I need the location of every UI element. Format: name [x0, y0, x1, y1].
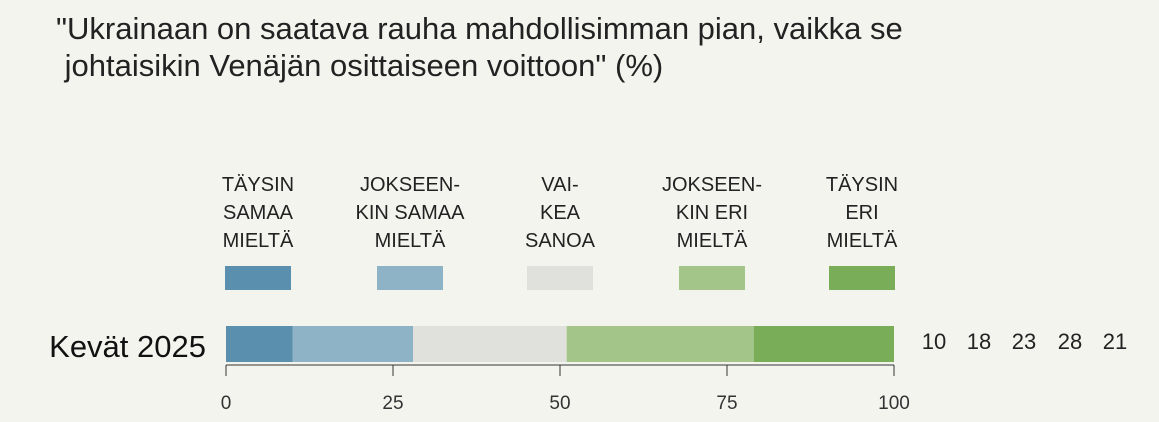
legend-label: JOKSEEN- [662, 174, 762, 196]
value-label: 23 [1012, 329, 1036, 354]
row-label-kevat-2025: Kevät 2025 [49, 329, 206, 364]
value-labels: 10 18 23 28 21 [922, 329, 1127, 354]
x-tick-label: 75 [716, 393, 737, 414]
legend-label: JOKSEEN- [360, 174, 460, 196]
legend-item-jokseen-kin-eri-mieltä: JOKSEEN- KIN ERI MIELTÄ [662, 174, 762, 290]
legend-swatch [377, 266, 443, 290]
legend-label: ERI [845, 202, 878, 224]
legend-label: MIELTÄ [677, 230, 748, 252]
legend-label: KEA [540, 202, 581, 224]
chart-title: "Ukrainaan on saatava rauha mahdollisimm… [56, 10, 903, 84]
legend-label: SANOA [525, 230, 596, 252]
legend-swatch [527, 266, 593, 290]
bar-segment-vai-kea-sanoa [413, 326, 567, 362]
legend-label: MIELTÄ [375, 230, 446, 252]
legend-item-täysin-samaa-mieltä: TÄYSIN SAMAA MIELTÄ [222, 174, 294, 290]
legend-swatch [225, 266, 291, 290]
legend-label: SAMAA [223, 202, 294, 224]
bar-segment-jokseen-kin-eri-mieltä [566, 326, 754, 362]
x-tick-label: 50 [549, 393, 570, 414]
legend-item-jokseen-kin-samaa-mieltä: JOKSEEN- KIN SAMAA MIELTÄ [356, 174, 466, 290]
value-label: 10 [922, 329, 946, 354]
legend: TÄYSIN SAMAA MIELTÄ JOKSEEN- KIN SAMAA MIELTÄ… [222, 174, 898, 290]
x-tick-label: 100 [878, 393, 910, 414]
x-axis: 0 25 50 75 100 [221, 364, 910, 414]
chart-title-line-1: "Ukrainaan on saatava rauha mahdollisimm… [56, 11, 903, 46]
x-tick-label: 0 [221, 393, 232, 414]
legend-label: VAI- [541, 174, 578, 196]
legend-swatch [679, 266, 745, 290]
bar-segment-täysin-eri-mieltä [753, 326, 894, 362]
value-label: 28 [1058, 329, 1082, 354]
legend-swatch [829, 266, 895, 290]
legend-label: TÄYSIN [222, 174, 294, 196]
bar-segments [226, 326, 894, 362]
legend-label: KIN SAMAA [356, 202, 466, 224]
chart-title-line-2: johtaisikin Venäjän osittaiseen voittoon… [56, 48, 664, 83]
bar-segment-jokseen-kin-samaa-mieltä [292, 326, 414, 362]
legend-label: TÄYSIN [826, 174, 898, 196]
legend-label: KIN ERI [676, 202, 748, 224]
value-label: 21 [1103, 329, 1127, 354]
value-label: 18 [967, 329, 991, 354]
legend-label: MIELTÄ [223, 230, 294, 252]
legend-label: MIELTÄ [827, 230, 898, 252]
legend-item-täysin-eri-mieltä: TÄYSIN ERI MIELTÄ [826, 174, 898, 290]
x-tick-label: 25 [382, 393, 403, 414]
bar-segment-täysin-samaa-mieltä [226, 326, 293, 362]
legend-item-vai-kea-sanoa: VAI- KEA SANOA [525, 174, 596, 290]
